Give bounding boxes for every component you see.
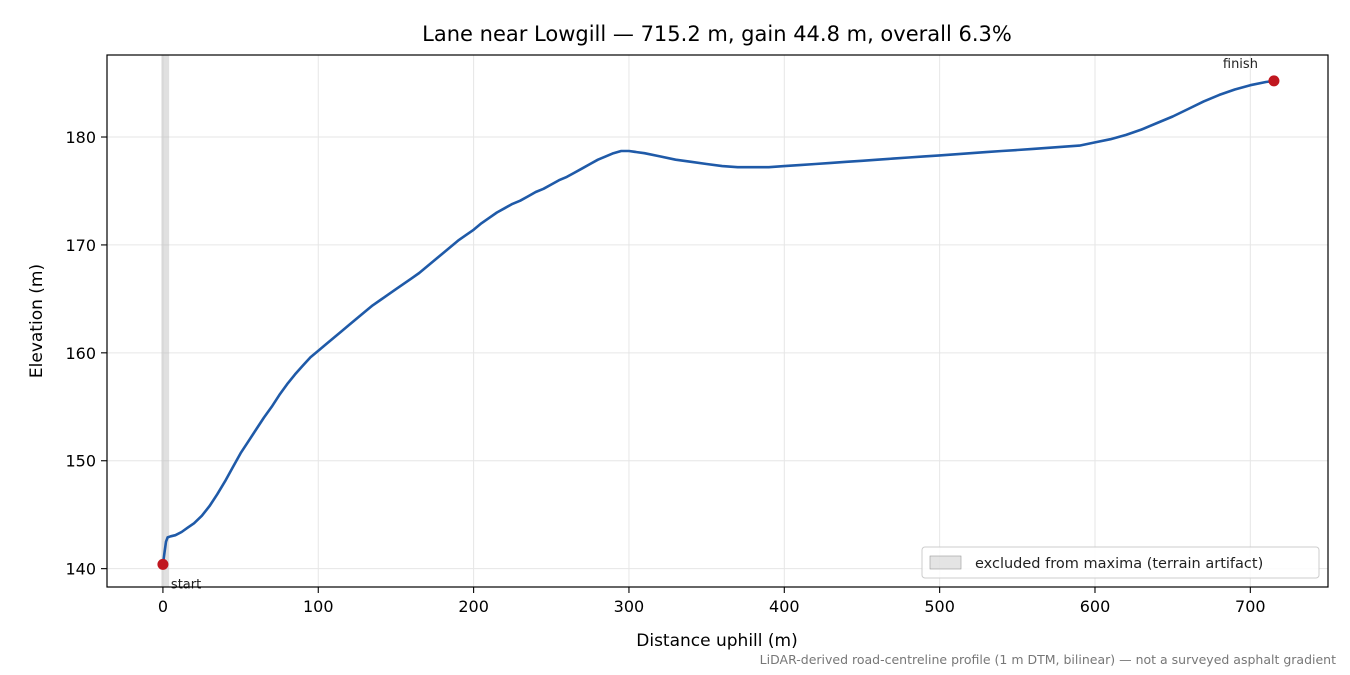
legend-label: excluded from maxima (terrain artifact) <box>975 556 1263 572</box>
legend-swatch <box>929 555 962 570</box>
x-tick-label: 600 <box>1080 597 1111 616</box>
finish-label: finish <box>1223 57 1258 72</box>
y-tick-label: 170 <box>65 236 96 255</box>
legend: excluded from maxima (terrain artifact) <box>921 546 1320 579</box>
excluded-band <box>161 55 170 587</box>
x-tick-label: 300 <box>614 597 645 616</box>
endpoint-markers: start finish <box>157 57 1280 592</box>
y-tick-label: 150 <box>65 452 96 471</box>
start-marker <box>157 558 169 570</box>
x-tick-label: 100 <box>303 597 334 616</box>
footnote: LiDAR-derived road-centreline profile (1… <box>760 652 1336 667</box>
elevation-line <box>161 79 1276 566</box>
y-tick-label: 140 <box>65 560 96 579</box>
grid-lines <box>107 55 1328 587</box>
x-axis-ticks: 0 100 200 300 400 500 600 700 <box>158 587 1266 616</box>
y-axis-ticks: 140 150 160 170 180 <box>65 128 107 579</box>
start-label: start <box>171 577 201 592</box>
x-tick-label: 200 <box>458 597 489 616</box>
x-axis-label: Distance uphill (m) <box>636 631 797 651</box>
plot-frame <box>106 54 1329 588</box>
x-tick-label: 400 <box>769 597 800 616</box>
y-axis-label: Elevation (m) <box>27 264 47 378</box>
series-lines <box>161 79 1276 566</box>
y-tick-label: 180 <box>65 128 96 147</box>
x-tick-label: 0 <box>158 597 168 616</box>
legend-box <box>921 546 1320 579</box>
excluded-band-rect <box>161 55 170 587</box>
chart-title: Lane near Lowgill — 715.2 m, gain 44.8 m… <box>422 22 1012 46</box>
x-tick-label: 500 <box>924 597 955 616</box>
y-tick-label: 160 <box>65 344 96 363</box>
x-tick-label: 700 <box>1235 597 1266 616</box>
finish-marker <box>1268 75 1280 87</box>
